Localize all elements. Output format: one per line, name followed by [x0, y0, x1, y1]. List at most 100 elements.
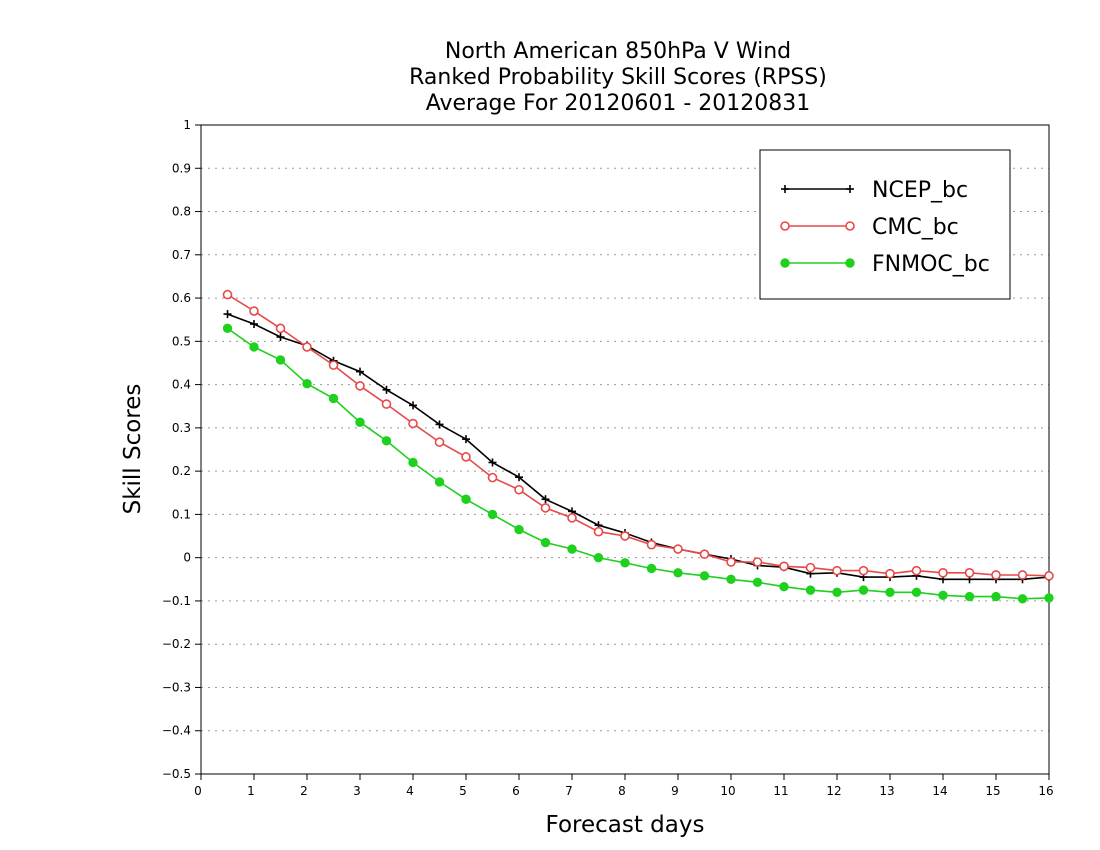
- data-point-fnmoc-bc: [938, 590, 948, 601]
- data-point-fnmoc-bc: [222, 323, 233, 334]
- data-point-cmc-bc: [408, 418, 418, 429]
- y-tick-label: −0.2: [162, 637, 191, 651]
- legend-marker: [845, 258, 855, 268]
- data-point-ncep-bc: [276, 333, 285, 342]
- x-tick-label: 16: [1038, 784, 1053, 798]
- x-tick-label: 12: [826, 784, 841, 798]
- data-point-fnmoc-bc: [249, 342, 259, 352]
- data-point-ncep-bc: [382, 385, 391, 394]
- data-point-fnmoc-bc: [487, 509, 498, 520]
- y-tick-label: −0.1: [162, 594, 191, 608]
- x-tick-label: 15: [985, 784, 1000, 798]
- data-point-ncep-bc: [250, 320, 258, 329]
- x-tick-label: 9: [671, 784, 679, 798]
- data-point-fnmoc-bc: [567, 544, 577, 554]
- data-point-fnmoc-bc: [434, 477, 445, 487]
- data-point-cmc-bc: [699, 549, 710, 560]
- x-tick-label: 4: [406, 784, 414, 798]
- data-point-ncep-bc: [223, 310, 232, 319]
- y-tick-label: 0.7: [172, 248, 191, 262]
- grid-lines: [201, 167, 1049, 732]
- data-point-ncep-bc: [462, 435, 470, 444]
- data-point-cmc-bc: [885, 568, 895, 579]
- data-point-cmc-bc: [726, 557, 736, 567]
- y-tick-label: −0.3: [162, 680, 191, 694]
- data-point-cmc-bc: [249, 306, 259, 316]
- series-line-fnmoc-bc: [227, 327, 1050, 600]
- data-point-fnmoc-bc: [328, 393, 339, 404]
- data-point-fnmoc-bc: [805, 585, 816, 595]
- data-point-fnmoc-bc: [646, 563, 657, 574]
- legend: NCEP_bc CMC_bc FNMOC_bc: [759, 149, 1011, 300]
- data-point-cmc-bc: [461, 452, 471, 462]
- data-point-cmc-bc: [593, 526, 604, 537]
- chart-title-line-2: Ranked Probability Skill Scores (RPSS): [409, 65, 827, 90]
- y-tick-label: 0.8: [172, 205, 191, 219]
- data-point-cmc-bc: [275, 323, 286, 334]
- y-tick-label: 0.2: [172, 464, 191, 478]
- y-tick-label: 0.5: [172, 334, 191, 348]
- data-point-cmc-bc: [752, 557, 763, 567]
- data-point-cmc-bc: [514, 484, 524, 495]
- data-point-ncep-bc: [435, 420, 444, 429]
- legend-marker: [780, 258, 790, 268]
- y-tick-label: 0.9: [172, 161, 191, 175]
- x-tick-label: 6: [512, 784, 520, 798]
- y-tick-label: 0.6: [172, 291, 191, 305]
- data-point-ncep-bc: [515, 473, 523, 482]
- x-tick-label: 7: [565, 784, 573, 798]
- y-tick-label: 0.1: [172, 507, 191, 521]
- series-line-ncep-bc: [227, 313, 1050, 581]
- x-tick-label: 5: [459, 784, 467, 798]
- data-point-cmc-bc: [620, 531, 630, 541]
- data-point-fnmoc-bc: [302, 379, 312, 389]
- data-point-cmc-bc: [646, 539, 657, 550]
- data-point-fnmoc-bc: [673, 568, 683, 578]
- legend-box: [759, 149, 1011, 300]
- data-point-cmc-bc: [222, 289, 233, 300]
- y-axis-label: Skill Scores: [120, 384, 146, 515]
- data-point-fnmoc-bc: [726, 574, 736, 584]
- data-point-fnmoc-bc: [779, 581, 789, 592]
- data-point-fnmoc-bc: [752, 577, 763, 588]
- data-point-cmc-bc: [858, 565, 869, 576]
- legend-item-fnmoc-bc: FNMOC_bc: [780, 252, 990, 277]
- x-tick-label: 8: [618, 784, 626, 798]
- data-point-fnmoc-bc: [514, 524, 524, 535]
- series-fnmoc-bc: [222, 323, 1054, 604]
- data-point-fnmoc-bc: [461, 494, 471, 504]
- legend-marker: [780, 221, 790, 231]
- y-tick-label: 0.3: [172, 421, 191, 435]
- legend-label-cmc-bc: CMC_bc: [872, 215, 959, 240]
- legend-label-fnmoc-bc: FNMOC_bc: [872, 252, 990, 277]
- data-point-ncep-bc: [356, 367, 364, 376]
- data-point-fnmoc-bc: [1044, 593, 1054, 603]
- data-point-fnmoc-bc: [355, 417, 365, 427]
- data-point-fnmoc-bc: [858, 585, 869, 595]
- series-ncep-bc: [223, 310, 1053, 584]
- data-point-cmc-bc: [540, 503, 551, 513]
- series-cmc-bc: [222, 289, 1054, 581]
- data-point-cmc-bc: [805, 562, 816, 573]
- x-tick-label: 3: [353, 784, 361, 798]
- data-series: [222, 289, 1054, 604]
- data-point-cmc-bc: [673, 544, 683, 554]
- data-point-fnmoc-bc: [408, 457, 418, 468]
- legend-item-ncep-bc: NCEP_bc: [781, 178, 968, 203]
- chart-title-line-3: Average For 20120601 - 20120831: [426, 91, 811, 116]
- legend-marker: [845, 221, 855, 231]
- legend-item-cmc-bc: CMC_bc: [780, 215, 959, 240]
- data-point-fnmoc-bc: [540, 537, 551, 548]
- data-point-fnmoc-bc: [964, 591, 975, 602]
- data-point-fnmoc-bc: [381, 436, 392, 446]
- data-point-cmc-bc: [381, 399, 392, 409]
- data-point-cmc-bc: [487, 472, 498, 483]
- data-point-ncep-bc: [488, 458, 497, 467]
- data-point-cmc-bc: [938, 568, 948, 578]
- data-point-fnmoc-bc: [885, 587, 895, 597]
- x-tick-label: 10: [720, 784, 735, 798]
- data-point-cmc-bc: [567, 513, 577, 523]
- series-line-cmc-bc: [227, 293, 1050, 577]
- data-point-cmc-bc: [991, 570, 1001, 580]
